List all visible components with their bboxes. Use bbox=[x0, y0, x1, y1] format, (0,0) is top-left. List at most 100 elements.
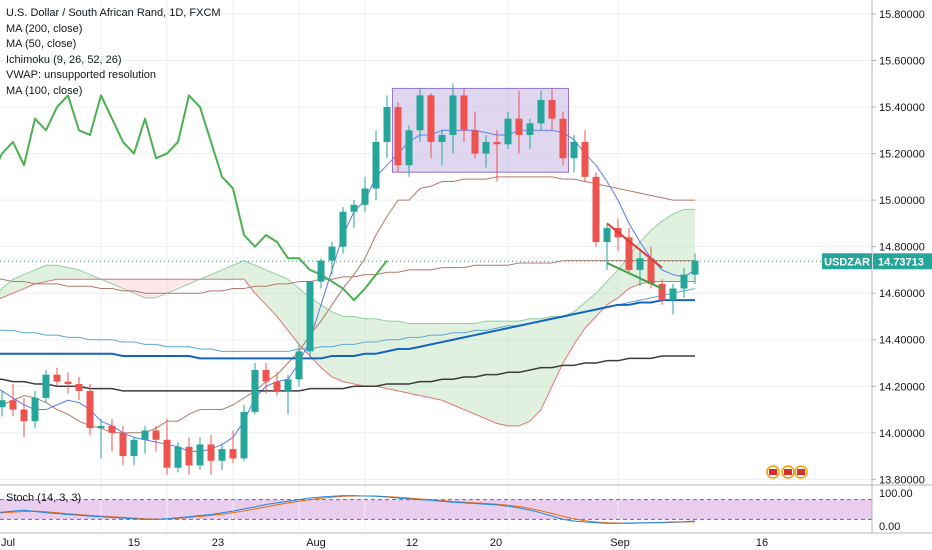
candle-body bbox=[559, 118, 567, 159]
candle-body bbox=[504, 118, 512, 145]
cloud-segment bbox=[475, 321, 486, 419]
x-tick-label: Aug bbox=[306, 537, 326, 549]
cloud-segment bbox=[255, 265, 266, 305]
candle-body bbox=[581, 141, 589, 177]
candle-body bbox=[317, 260, 325, 282]
price-axis bbox=[872, 0, 932, 550]
cloud-segment bbox=[387, 321, 398, 391]
x-tick-label: 15 bbox=[128, 537, 140, 549]
cloud-segment bbox=[596, 281, 607, 317]
time-axis bbox=[0, 533, 932, 550]
stoch-tick-label: 0.00 bbox=[879, 521, 900, 533]
y-tick-label: 15.40000 bbox=[879, 102, 925, 114]
chart-title[interactable]: U.S. Dollar / South African Rand, 1D, FX… bbox=[6, 7, 221, 19]
indicator-ma100[interactable]: MA (100, close) bbox=[6, 84, 83, 97]
cloud-segment bbox=[145, 279, 156, 298]
cloud-segment bbox=[57, 265, 68, 280]
y-tick-label: 15.00000 bbox=[879, 195, 925, 207]
candle-body bbox=[658, 283, 666, 301]
candle-body bbox=[141, 430, 149, 440]
candle-body bbox=[86, 390, 94, 429]
candle-body bbox=[108, 425, 116, 433]
conversion-line bbox=[0, 129, 696, 452]
candle-body bbox=[218, 449, 226, 461]
candle-body bbox=[394, 107, 402, 166]
y-tick-label: 15.80000 bbox=[879, 9, 925, 21]
candle-body bbox=[625, 237, 633, 270]
indicator-ma200[interactable]: MA (200, close) bbox=[6, 22, 83, 35]
cloud-segment bbox=[68, 267, 79, 280]
candle-body bbox=[0, 400, 6, 408]
candle-body bbox=[20, 409, 28, 422]
cloud-segment bbox=[46, 265, 57, 282]
candle-body bbox=[647, 258, 655, 284]
candle-body bbox=[229, 449, 237, 459]
candle-body bbox=[416, 95, 424, 131]
candle-body bbox=[493, 141, 501, 145]
y-tick-label: 15.60000 bbox=[879, 56, 925, 68]
candle-body bbox=[130, 439, 138, 457]
candle-body bbox=[306, 281, 314, 352]
candle-body bbox=[53, 374, 61, 382]
cloud-segment bbox=[574, 302, 585, 345]
candle-body bbox=[449, 95, 457, 135]
cloud-segment bbox=[244, 260, 255, 294]
cloud-segment bbox=[519, 318, 530, 426]
indicator-ichimoku[interactable]: Ichimoku (9, 26, 52, 26) bbox=[6, 53, 122, 66]
vwap-line bbox=[0, 260, 695, 294]
cloud-segment bbox=[530, 318, 541, 422]
candle-body bbox=[603, 228, 611, 242]
candle-body bbox=[438, 134, 446, 142]
candle-body bbox=[515, 118, 523, 135]
candle-body bbox=[295, 351, 303, 380]
chart-legend: U.S. Dollar / South African Rand, 1D, FX… bbox=[6, 6, 221, 99]
candle-body bbox=[328, 246, 336, 261]
candle-body bbox=[427, 95, 435, 142]
indicator-vwap[interactable]: VWAP: unsupported resolution bbox=[6, 69, 157, 81]
candle-body bbox=[537, 100, 545, 124]
candle-body bbox=[185, 446, 193, 466]
x-tick-label: Sep bbox=[610, 537, 630, 549]
candle-body bbox=[669, 288, 677, 301]
candle-body bbox=[31, 397, 39, 422]
x-tick-label: 23 bbox=[212, 537, 224, 549]
candle-body bbox=[152, 430, 160, 440]
candle-body bbox=[548, 100, 556, 119]
cloud-segment bbox=[266, 269, 277, 317]
event-flag-icon bbox=[784, 469, 792, 475]
candle-body bbox=[75, 383, 83, 391]
stoch-label[interactable]: Stoch (14, 3, 3) bbox=[6, 492, 82, 504]
last-price-tag bbox=[873, 253, 932, 270]
candle-body bbox=[482, 141, 490, 154]
cloud-segment bbox=[2, 279, 13, 298]
cloud-segment bbox=[134, 279, 145, 298]
y-tick-label: 14.40000 bbox=[879, 335, 925, 347]
cloud-segment bbox=[24, 269, 35, 289]
cloud-segment bbox=[112, 279, 123, 289]
candle-body bbox=[196, 444, 204, 466]
candle-body bbox=[42, 374, 50, 398]
stoch-k-line bbox=[0, 495, 696, 524]
event-flag-icon bbox=[797, 469, 805, 475]
candle-body bbox=[163, 439, 171, 468]
cloud-segment bbox=[332, 311, 343, 382]
cloud-segment bbox=[13, 274, 24, 294]
candle-body bbox=[372, 141, 380, 189]
candle-body bbox=[174, 446, 182, 468]
cloud-segment bbox=[409, 323, 420, 396]
cloud-segment bbox=[178, 279, 189, 289]
indicator-ma50[interactable]: MA (50, close) bbox=[6, 38, 77, 50]
cloud-segment bbox=[398, 321, 409, 394]
cloud-segment bbox=[376, 318, 387, 389]
cloud-segment bbox=[464, 323, 475, 415]
cloud-segment bbox=[343, 316, 354, 384]
symbol-tag-label: USDZAR bbox=[824, 256, 870, 268]
candle-body bbox=[460, 95, 468, 131]
cloud-segment bbox=[233, 260, 244, 280]
candle-body bbox=[64, 381, 72, 384]
trend-line-lower bbox=[606, 262, 663, 290]
cloud-segment bbox=[167, 279, 178, 294]
cloud-segment bbox=[123, 279, 134, 294]
trend-line-upper bbox=[606, 222, 663, 269]
